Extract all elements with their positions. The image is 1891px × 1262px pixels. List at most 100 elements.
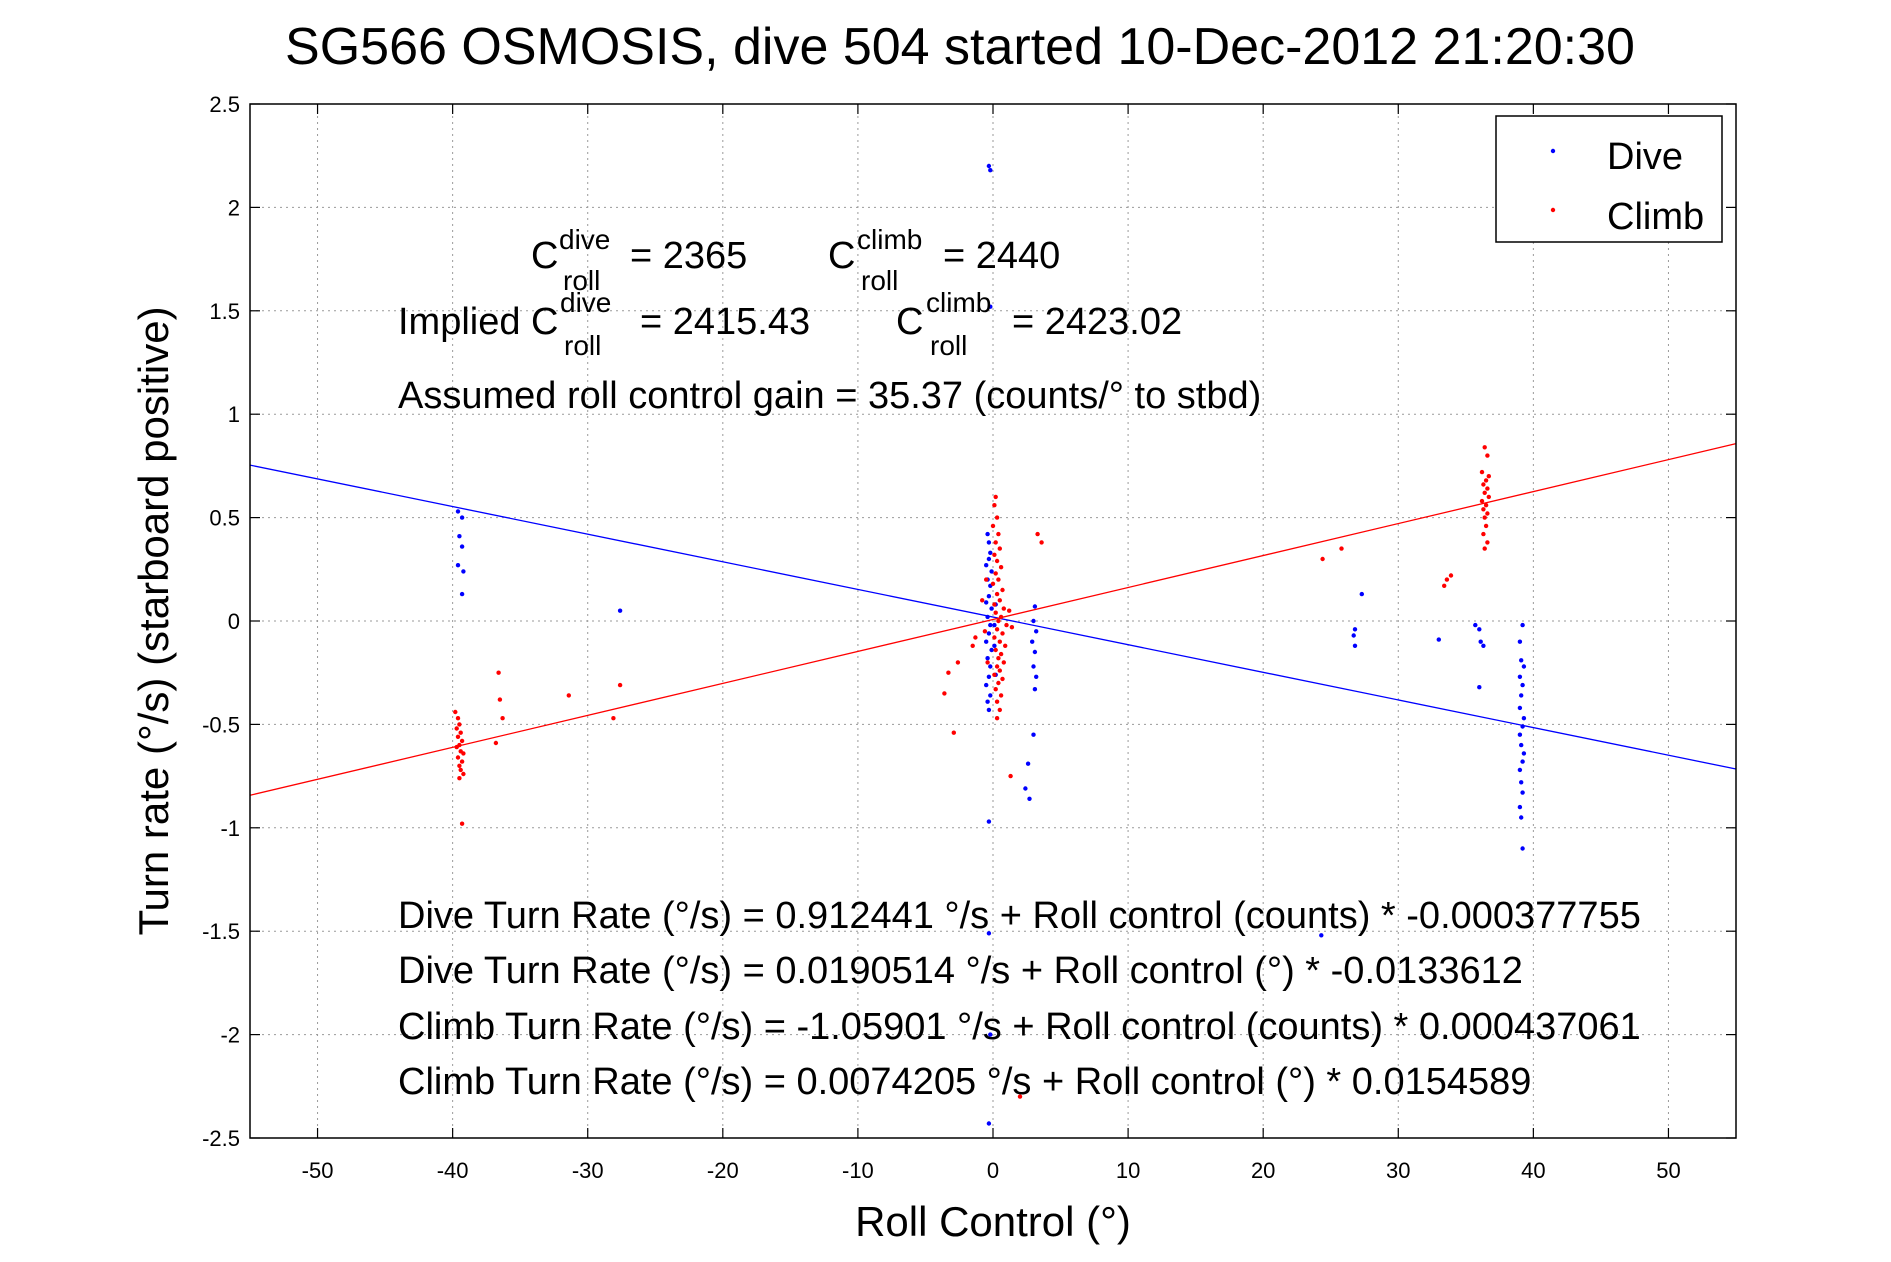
implied-climb-base: C (896, 301, 923, 343)
chart-title: SG566 OSMOSIS, dive 504 started 10-Dec-2… (285, 18, 1635, 76)
climb-point (955, 660, 961, 665)
climb-point (1442, 583, 1447, 588)
legend-dive-label: Dive (1607, 136, 1683, 178)
climb-point (993, 494, 998, 500)
climb-fit-degrees-equation: Climb Turn Rate (°/s) = 0.0074205 °/s + … (398, 1061, 1531, 1103)
c-dive-value: = 2365 (630, 235, 747, 277)
dive-point (1031, 618, 1036, 624)
climb-point (994, 699, 1000, 704)
dive-point (988, 693, 993, 698)
y-tick-label: 1.5 (209, 299, 240, 324)
dive-point (1517, 732, 1523, 737)
dive-point (985, 656, 990, 661)
roll-gain-note: Assumed roll control gain = 35.37 (count… (398, 375, 1261, 417)
climb-point (990, 581, 996, 586)
climb-point (459, 738, 465, 744)
dive-point (617, 608, 623, 613)
dive-point (1520, 790, 1525, 795)
climb-point (1483, 523, 1489, 529)
climb-point (1481, 482, 1486, 487)
dive-point (988, 304, 993, 309)
climb-point (985, 660, 990, 665)
climb-point (1000, 676, 1005, 682)
dive-point (984, 600, 989, 605)
dive-point (1517, 705, 1523, 711)
dive-point (1352, 643, 1358, 648)
climb-point (1481, 531, 1486, 537)
climb-point (455, 716, 461, 721)
data-points (453, 163, 1527, 1126)
climb-point (997, 639, 1002, 644)
dive-point (461, 569, 466, 574)
annotations: C dive roll = 2365 C climb roll = 2440 I… (398, 224, 1641, 1103)
dive-point (988, 168, 993, 173)
dive-point (992, 622, 997, 628)
dive-point (986, 931, 992, 936)
climb-point (457, 776, 462, 781)
climb-point (993, 647, 998, 653)
climb-point (1448, 573, 1454, 578)
dive-point (988, 550, 993, 555)
legend-box (1495, 115, 1723, 243)
dive-point (1517, 804, 1523, 810)
climb-point (1000, 631, 1005, 636)
y-axis-ticks: -2.5 -2 -1.5 -1 -0.5 0 0.5 1 1.5 2 2.5 (202, 92, 1736, 1151)
climb-point (946, 670, 951, 675)
climb-point (998, 693, 1004, 698)
climb-point (992, 602, 997, 607)
climb-point (951, 730, 956, 735)
legend-dive-marker (1550, 148, 1556, 154)
dive-point (1519, 658, 1524, 663)
dive-point (1520, 724, 1525, 729)
implied-climb-sup: climb (926, 287, 991, 318)
climb-point (497, 697, 503, 702)
climb-point (461, 751, 466, 756)
dive-point (988, 664, 993, 669)
dive-point (1517, 674, 1523, 679)
dive-point (985, 699, 990, 704)
grid-lines (250, 103, 1736, 1139)
dive-point (986, 540, 992, 545)
climb-point (970, 643, 975, 648)
y-tick-label: 0 (228, 609, 240, 634)
climb-point (1000, 587, 1005, 593)
dive-point (1477, 685, 1482, 690)
y-tick-label: 0.5 (209, 506, 240, 531)
dive-point (1478, 639, 1483, 644)
climb-point (1485, 540, 1490, 545)
dive-point (1023, 786, 1028, 791)
climb-point (454, 726, 459, 731)
dive-point (459, 544, 465, 549)
climb-point (1339, 546, 1344, 551)
climb-point (454, 744, 459, 750)
climb-point (994, 591, 1000, 597)
y-tick-label: -2 (220, 1023, 240, 1048)
x-tick-label: 50 (1656, 1158, 1680, 1183)
climb-point (996, 618, 1001, 624)
dive-point (455, 509, 461, 514)
legend-climb-label: Climb (1607, 196, 1704, 238)
y-tick-label: 2.5 (209, 92, 240, 117)
climb-point (1009, 625, 1015, 630)
dive-point (1519, 693, 1524, 698)
dive-point (986, 674, 992, 679)
climb-point (992, 552, 997, 557)
dive-point (1520, 682, 1525, 688)
climb-point (1008, 773, 1013, 779)
climb-point (458, 767, 463, 773)
climb-point (1482, 546, 1487, 551)
climb-point (1481, 507, 1486, 512)
climb-point (1485, 486, 1490, 491)
y-tick-label: 2 (228, 195, 240, 220)
y-tick-label: -1.5 (202, 919, 240, 944)
dive-point (986, 163, 992, 169)
dive-point (1351, 633, 1356, 638)
dive-point (1477, 627, 1482, 632)
dive-point (1030, 639, 1035, 644)
dive-point (1359, 591, 1365, 597)
climb-point (1479, 498, 1485, 504)
climb-point (457, 763, 462, 768)
y-tick-label: -2.5 (202, 1126, 240, 1151)
climb-point (997, 598, 1002, 603)
